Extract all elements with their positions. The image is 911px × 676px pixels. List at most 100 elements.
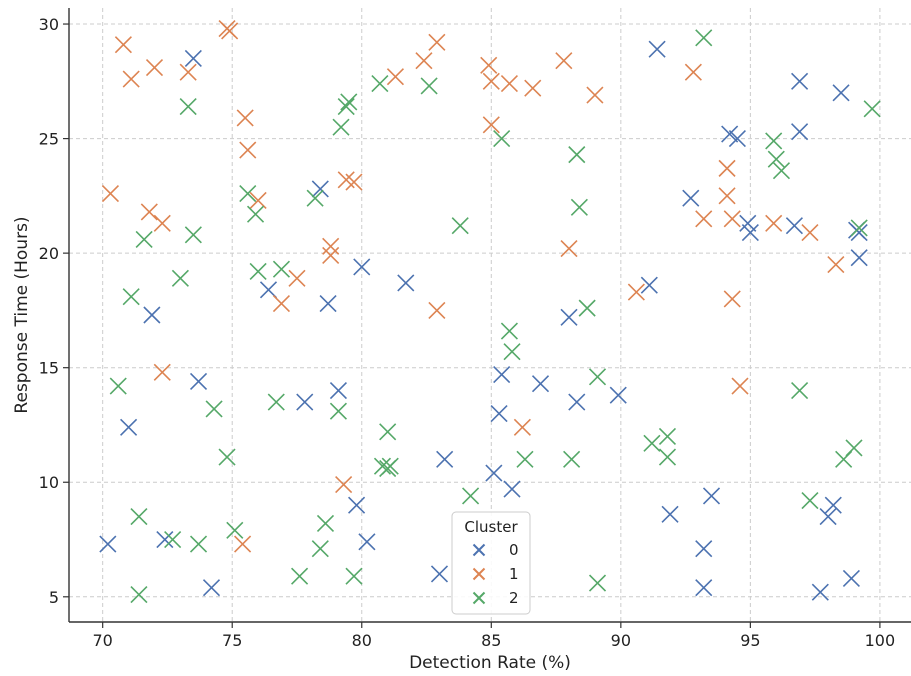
data-point bbox=[568, 393, 586, 411]
data-point bbox=[171, 269, 189, 287]
data-point bbox=[723, 210, 741, 228]
x-axis-label: Detection Rate (%) bbox=[409, 653, 571, 673]
legend: Cluster 0 1 2 bbox=[451, 511, 531, 615]
data-point bbox=[482, 116, 500, 134]
data-point bbox=[329, 402, 348, 420]
data-point bbox=[249, 191, 267, 210]
data-point bbox=[311, 540, 329, 558]
data-point bbox=[524, 79, 542, 97]
data-point bbox=[560, 239, 578, 258]
data-point bbox=[130, 585, 148, 604]
data-point bbox=[381, 457, 399, 475]
x-tick-label: 80 bbox=[352, 631, 372, 650]
data-point bbox=[684, 63, 702, 81]
data-point bbox=[568, 146, 586, 164]
data-points bbox=[99, 20, 881, 604]
data-point bbox=[718, 159, 736, 177]
data-point bbox=[218, 448, 236, 466]
data-point bbox=[184, 226, 202, 244]
data-point bbox=[513, 418, 531, 436]
data-point bbox=[516, 450, 534, 468]
data-point bbox=[291, 567, 309, 585]
data-point bbox=[189, 372, 208, 391]
data-point bbox=[114, 36, 132, 54]
x-tick-label: 90 bbox=[611, 631, 631, 650]
data-point bbox=[272, 260, 291, 278]
data-point bbox=[420, 77, 438, 95]
data-point bbox=[109, 377, 127, 395]
data-point bbox=[493, 130, 511, 148]
data-point bbox=[239, 141, 257, 159]
data-point bbox=[648, 40, 666, 58]
data-point bbox=[785, 217, 803, 235]
data-point bbox=[153, 363, 171, 381]
data-point bbox=[397, 274, 415, 292]
data-point bbox=[531, 375, 550, 393]
data-point bbox=[122, 70, 140, 88]
data-point bbox=[801, 223, 819, 242]
data-point bbox=[863, 100, 881, 118]
data-point bbox=[723, 290, 741, 308]
data-point bbox=[322, 246, 340, 264]
data-point bbox=[122, 288, 140, 306]
data-point bbox=[791, 382, 809, 400]
data-point bbox=[850, 219, 868, 237]
data-point bbox=[272, 294, 291, 313]
data-point bbox=[415, 52, 433, 70]
data-point bbox=[695, 210, 713, 228]
data-point bbox=[319, 294, 337, 313]
data-point bbox=[801, 492, 819, 510]
data-point bbox=[234, 535, 252, 553]
data-point bbox=[824, 496, 842, 514]
data-point bbox=[850, 249, 868, 267]
data-point bbox=[658, 448, 677, 466]
data-point bbox=[179, 63, 197, 81]
data-point bbox=[436, 450, 454, 468]
legend-label: 2 bbox=[509, 589, 519, 607]
data-point bbox=[791, 123, 809, 141]
data-point bbox=[503, 480, 521, 498]
data-point bbox=[164, 530, 182, 549]
data-point bbox=[462, 487, 480, 505]
data-point bbox=[143, 306, 161, 324]
data-point bbox=[371, 75, 389, 93]
data-point bbox=[500, 322, 518, 340]
x-tick-label: 70 bbox=[93, 631, 113, 650]
data-point bbox=[311, 180, 329, 198]
data-point bbox=[695, 540, 713, 558]
x-tick-label: 85 bbox=[481, 631, 501, 650]
data-point bbox=[428, 33, 446, 51]
data-point bbox=[345, 173, 363, 191]
data-point bbox=[485, 464, 503, 482]
data-point bbox=[811, 583, 829, 601]
data-point bbox=[482, 72, 500, 90]
y-axis-label: Response Time (Hours) bbox=[12, 216, 32, 413]
legend-marker bbox=[472, 543, 486, 557]
x-tick-label: 95 bbox=[740, 631, 760, 650]
data-point bbox=[340, 93, 358, 111]
data-point bbox=[329, 382, 348, 400]
data-point bbox=[189, 535, 208, 553]
data-point bbox=[842, 569, 860, 588]
data-point bbox=[493, 366, 511, 384]
data-point bbox=[202, 579, 221, 597]
legend-box bbox=[451, 511, 531, 615]
data-point bbox=[239, 185, 257, 203]
data-point bbox=[184, 49, 202, 67]
data-point bbox=[555, 52, 573, 70]
legend-label: 1 bbox=[509, 565, 519, 583]
data-point bbox=[500, 75, 518, 93]
y-tick-label: 15 bbox=[39, 359, 59, 378]
x-tick-label: 75 bbox=[222, 631, 242, 650]
data-point bbox=[702, 487, 721, 505]
data-point bbox=[741, 223, 759, 242]
data-point bbox=[379, 423, 397, 441]
data-point bbox=[695, 29, 713, 47]
data-point bbox=[130, 508, 148, 526]
data-point bbox=[386, 68, 405, 86]
y-tick-label: 20 bbox=[39, 244, 59, 263]
data-point bbox=[791, 72, 809, 90]
data-point bbox=[640, 276, 658, 294]
data-point bbox=[658, 427, 677, 445]
